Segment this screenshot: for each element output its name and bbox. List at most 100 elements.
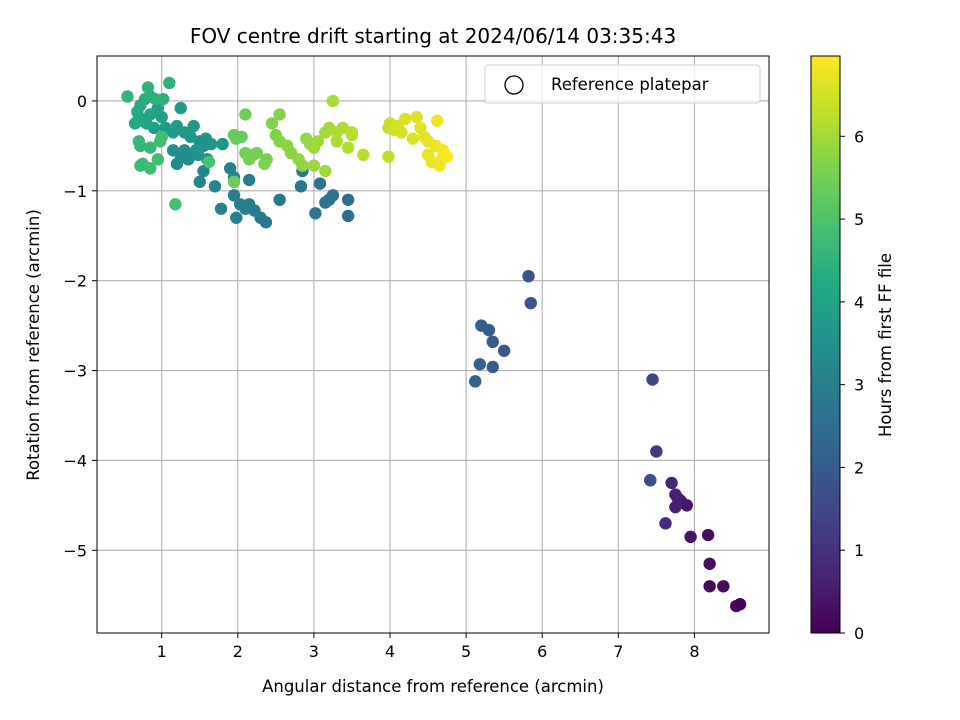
data-point xyxy=(430,114,444,127)
data-point xyxy=(440,150,454,163)
data-point xyxy=(216,137,229,151)
data-point xyxy=(265,117,279,130)
data-point xyxy=(170,157,184,171)
data-point xyxy=(307,159,321,172)
data-point xyxy=(141,81,155,94)
colorbar-tick-label: 5 xyxy=(854,210,864,229)
legend: Reference platepar xyxy=(484,64,761,104)
data-point xyxy=(730,599,743,613)
data-point xyxy=(669,488,682,501)
y-tick-label: −3 xyxy=(63,362,87,381)
data-point xyxy=(341,193,355,207)
data-point xyxy=(345,126,359,139)
data-point xyxy=(144,162,157,175)
data-point xyxy=(524,296,537,310)
data-point xyxy=(243,173,256,187)
colorbar-frame xyxy=(810,55,841,634)
x-tick-label: 7 xyxy=(613,642,623,661)
data-point xyxy=(197,164,210,178)
data-point xyxy=(669,500,682,514)
data-point xyxy=(357,148,370,162)
data-point xyxy=(497,344,511,357)
data-point xyxy=(644,474,657,487)
data-point xyxy=(341,209,355,223)
data-point xyxy=(204,137,218,151)
colorbar-tick-label: 1 xyxy=(854,541,864,560)
data-point xyxy=(406,132,420,145)
x-tick-label: 1 xyxy=(157,642,167,661)
data-point xyxy=(701,528,715,542)
y-tick-label: 0 xyxy=(77,92,87,111)
data-point xyxy=(151,153,165,166)
data-point xyxy=(208,180,222,193)
data-point xyxy=(319,164,332,178)
data-point xyxy=(294,180,308,193)
data-point xyxy=(193,175,206,189)
data-points xyxy=(121,76,747,613)
x-tick-label: 4 xyxy=(385,642,395,661)
chart-title: FOV centre drift starting at 2024/06/14 … xyxy=(190,24,676,48)
data-point xyxy=(382,150,395,163)
data-point xyxy=(163,76,176,90)
y-tick-label: −2 xyxy=(63,272,87,291)
data-point xyxy=(273,193,286,207)
x-tick-label: 3 xyxy=(309,642,319,661)
data-point xyxy=(233,198,247,211)
data-point xyxy=(250,146,264,160)
data-point xyxy=(166,144,180,157)
data-point xyxy=(410,110,423,124)
data-point xyxy=(319,196,332,209)
data-point xyxy=(703,580,716,593)
colorbar xyxy=(811,56,840,633)
x-axis-ticks: 1 2 3 4 5 6 7 8 xyxy=(157,633,700,661)
data-point xyxy=(684,530,697,544)
data-point xyxy=(522,269,535,283)
x-tick-label: 8 xyxy=(689,642,699,661)
data-point xyxy=(157,92,170,106)
y-tick-label: −1 xyxy=(63,182,87,201)
data-point xyxy=(134,139,147,153)
data-point xyxy=(235,130,248,144)
legend-open-circle-marker xyxy=(504,75,524,95)
y-axis-ticks: 0 −1 −2 −3 −4 −5 xyxy=(63,92,97,560)
data-point xyxy=(309,207,322,220)
data-point xyxy=(703,557,716,570)
colorbar-tick-label: 4 xyxy=(854,293,864,312)
data-point xyxy=(214,202,228,215)
data-point xyxy=(202,155,216,169)
y-tick-label: −5 xyxy=(63,541,87,560)
data-point xyxy=(169,198,182,211)
plot-frame xyxy=(96,55,770,634)
data-point xyxy=(128,117,142,130)
legend-box xyxy=(484,64,761,104)
data-point xyxy=(227,175,241,189)
data-point xyxy=(486,335,499,349)
data-point xyxy=(230,211,243,224)
y-axis-label: Rotation from reference (arcmin) xyxy=(24,209,43,481)
data-point xyxy=(144,141,157,154)
data-point xyxy=(313,177,327,190)
data-point xyxy=(341,141,355,154)
data-point xyxy=(469,375,482,388)
data-point xyxy=(326,94,340,108)
data-point xyxy=(155,130,168,144)
data-point xyxy=(399,112,412,126)
data-point xyxy=(650,445,663,458)
data-point xyxy=(473,358,487,371)
data-point xyxy=(665,476,678,490)
data-point xyxy=(260,153,273,166)
colorbar-ticks: 0 1 2 3 4 5 6 xyxy=(840,127,864,643)
data-point xyxy=(273,108,286,121)
data-point xyxy=(134,159,147,172)
data-point xyxy=(227,189,241,202)
data-point xyxy=(174,101,187,115)
data-point xyxy=(486,360,499,374)
legend-entry-reference-platepar: Reference platepar xyxy=(551,75,709,94)
colorbar-tick-label: 3 xyxy=(854,376,864,395)
data-point xyxy=(330,135,343,148)
data-point xyxy=(395,126,408,139)
data-point xyxy=(311,135,324,148)
y-tick-label: −4 xyxy=(63,451,87,470)
data-point xyxy=(659,517,672,530)
data-point xyxy=(192,148,205,162)
